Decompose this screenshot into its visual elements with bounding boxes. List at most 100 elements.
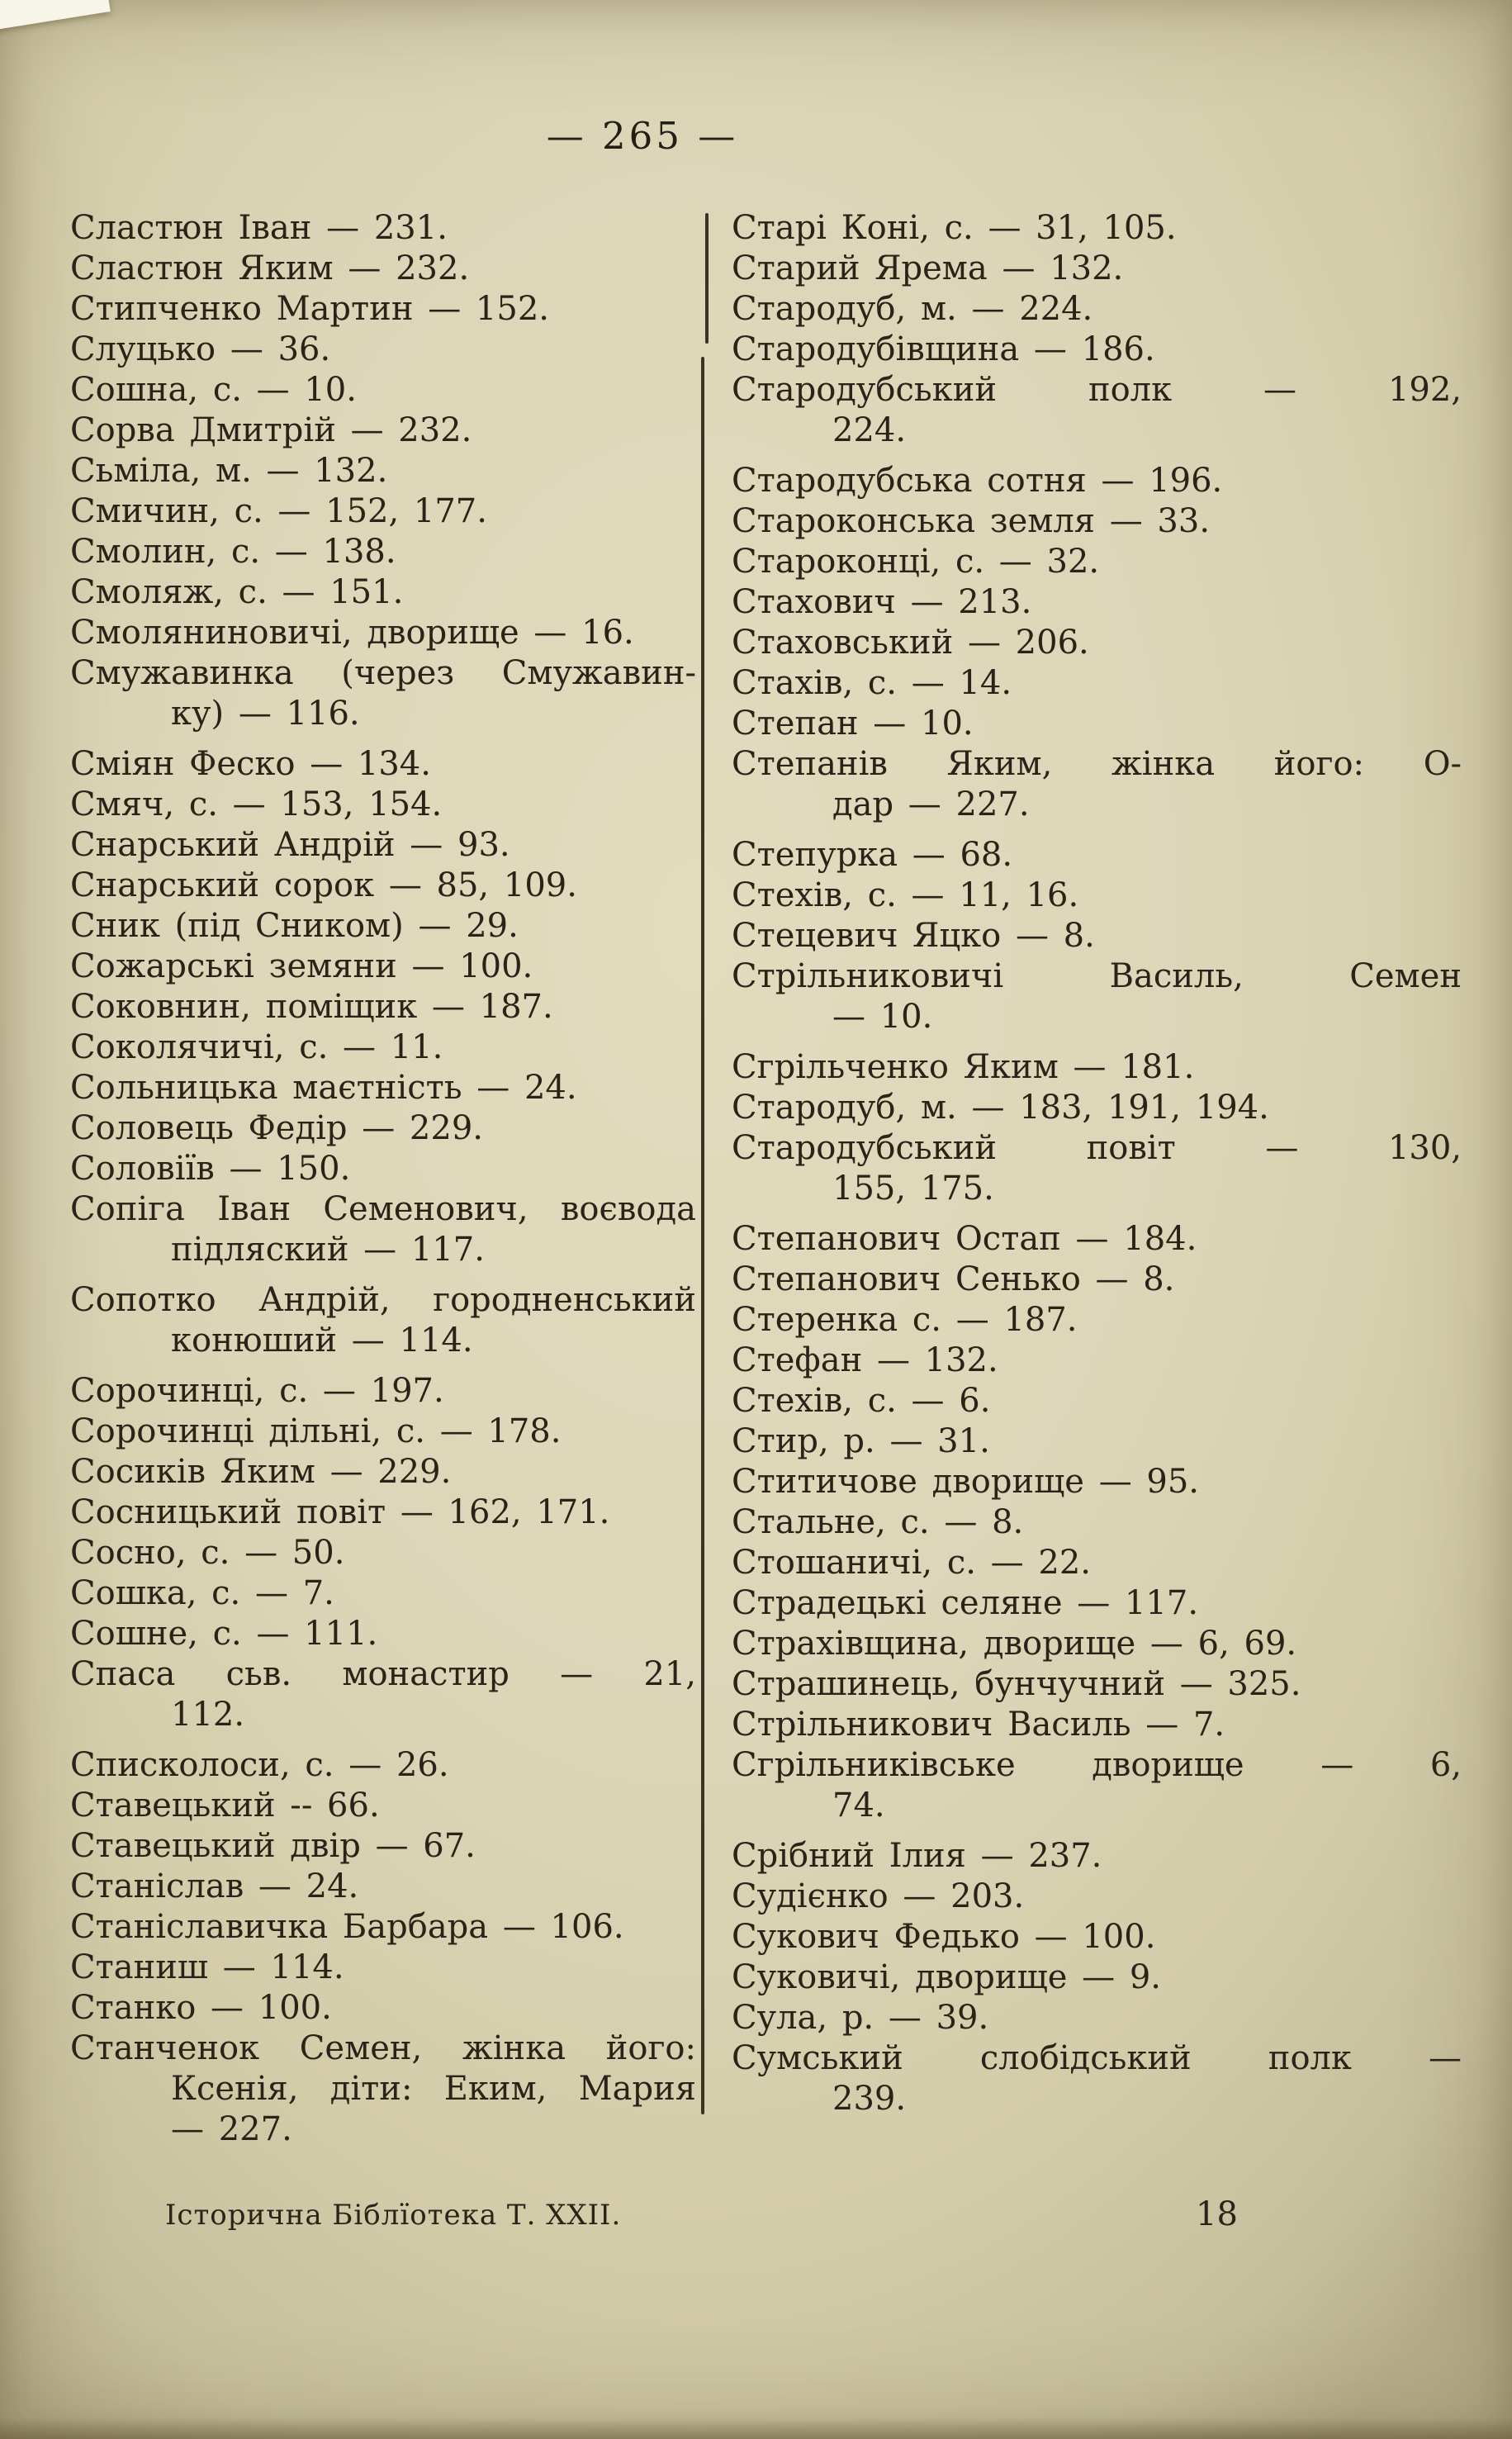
index-entry-line: Сосиків Яким — 229. xyxy=(70,1453,452,1491)
index-entry-line: Станиш — 114. xyxy=(70,1948,344,1986)
index-entry-line: Станко — 100. xyxy=(70,1989,332,2027)
index-entry: Сошне, с. — 111. xyxy=(70,1614,696,1654)
index-column-left: Сластюн Іван — 231. Сластюн Яким — 232. Ст… xyxy=(70,208,696,2160)
index-entry: Сожарські земяни — 100. xyxy=(70,947,696,987)
index-entry: Станіславичка Барбара — 106. xyxy=(70,1907,696,1948)
index-entry: Стаховський — 206. xyxy=(732,623,1462,663)
index-entry: Страхівщина, дворище — 6, 69. xyxy=(732,1624,1462,1664)
index-entry-line: Сорочинці, с. — 197. xyxy=(70,1372,444,1410)
index-entry: Стальне, с. — 8. xyxy=(732,1502,1462,1543)
index-entry: Стародубівщина — 186. xyxy=(732,330,1462,370)
index-entry-line: — 227. xyxy=(171,2110,292,2148)
index-entry: Сгрільниківське дворище — 6, 74. xyxy=(732,1745,1462,1826)
index-entry: Сосно, с. — 50. xyxy=(70,1533,696,1573)
index-entry: Соловіїв — 150. xyxy=(70,1149,696,1189)
index-entry: Сгрільченко Яким — 181. xyxy=(732,1047,1462,1088)
index-entry-line: Стахів, с. — 14. xyxy=(732,664,1012,702)
index-entry-line: Соковнин, поміщик — 187. xyxy=(70,988,553,1026)
index-entry-line: Стипченко Мартин — 152. xyxy=(70,290,549,328)
index-entry-line: Сошна, с. — 10. xyxy=(70,371,357,409)
index-entry: Стародубський повіт — 130, 155, 175. xyxy=(732,1128,1462,1209)
index-entry: Стахович — 213. xyxy=(732,582,1462,623)
index-entry-line: Стехів, с. — 11, 16. xyxy=(732,876,1079,914)
index-entry-line: Списколоси, с. — 26. xyxy=(70,1746,449,1784)
index-entry-line: Сгрільниківське дворище — 6, xyxy=(732,1746,1462,1784)
index-entry-line: Стародуб, м. — 183, 191, 194. xyxy=(732,1089,1269,1127)
index-entry: Староконська земля — 33. xyxy=(732,501,1462,542)
index-entry: Сопіга Іван Семенович, воєвода підляский … xyxy=(70,1189,696,1270)
index-entry: Сошна, с. — 10. xyxy=(70,370,696,410)
index-entry: Станко — 100. xyxy=(70,1988,696,2029)
index-entry-line: Стрільникович Василь — 7. xyxy=(732,1706,1225,1744)
index-entry-line: Смужавинка (через Смужавин- xyxy=(70,654,696,692)
index-entry-line: Стародубський повіт — 130, xyxy=(732,1129,1462,1167)
index-entry: Стошаничі, с. — 22. xyxy=(732,1543,1462,1583)
index-entry: Суковичі, дворище — 9. xyxy=(732,1957,1462,1998)
index-entry-line: Станіслав — 24. xyxy=(70,1867,359,1905)
index-entry: Степан — 10. xyxy=(732,704,1462,744)
index-entry-line: Степурка — 68. xyxy=(732,836,1013,874)
index-entry: Соковнин, поміщик — 187. xyxy=(70,987,696,1027)
index-entry: Судієнко — 203. xyxy=(732,1877,1462,1917)
index-entry: Сосницький повіт — 162, 171. xyxy=(70,1492,696,1533)
index-entry-line: Сукович Федько — 100. xyxy=(732,1918,1156,1956)
index-entry: Страшинець, бунчучний — 325. xyxy=(732,1664,1462,1705)
index-entry-line: 74. xyxy=(832,1787,885,1825)
index-entry-line: Стародубський полк — 192, xyxy=(732,371,1462,409)
index-entry-line: Станченок Семен, жінка його: xyxy=(70,2029,696,2067)
index-entry-line: Степанів Яким, жінка його: О- xyxy=(732,745,1462,783)
index-entry-line: Стрільниковичі Василь, Семен xyxy=(732,957,1462,995)
index-entry: Стрільниковичі Василь, Семен — 10. xyxy=(732,956,1462,1037)
index-entry-line: Стир, р. — 31. xyxy=(732,1422,990,1460)
index-entry: Степанів Яким, жінка його: О-дар — 227. xyxy=(732,744,1462,825)
index-entry: Степанович Остап — 184. xyxy=(732,1219,1462,1260)
index-entry: Снарський сорок — 85, 109. xyxy=(70,866,696,906)
index-entry-line: Сошне, с. — 111. xyxy=(70,1615,378,1653)
index-entry: Сорочинці дільні, с. — 178. xyxy=(70,1412,696,1452)
scan-edge-shadow xyxy=(0,2418,1512,2439)
index-entry: Старий Ярема — 132. xyxy=(732,249,1462,289)
index-entry: Стехів, с. — 11, 16. xyxy=(732,875,1462,916)
index-entry-line: 224. xyxy=(832,411,907,449)
index-entry-line: Сула, р. — 39. xyxy=(732,1999,989,2037)
index-entry-line: Стецевич Яцко — 8. xyxy=(732,917,1095,955)
index-entry-line: Снарський Андрій — 93. xyxy=(70,826,510,864)
index-entry: Степанович Сенько — 8. xyxy=(732,1260,1462,1300)
index-entry-line: Сосно, с. — 50. xyxy=(70,1534,345,1572)
index-entry: Стародуб, м. — 224. xyxy=(732,289,1462,330)
index-entry: Сластюн Яким — 232. xyxy=(70,249,696,289)
index-entry: Степурка — 68. xyxy=(732,835,1462,875)
index-entry: Слуцько — 36. xyxy=(70,330,696,370)
index-entry: Стипченко Мартин — 152. xyxy=(70,289,696,330)
index-entry: Станіслав — 24. xyxy=(70,1867,696,1907)
index-entry-line: — 10. xyxy=(832,998,933,1036)
index-entry: Стахів, с. — 14. xyxy=(732,663,1462,704)
index-entry: Списколоси, с. — 26. xyxy=(70,1745,696,1786)
index-entry-line: Ставецький двір — 67. xyxy=(70,1827,476,1865)
index-entry: Стародуб, м. — 183, 191, 194. xyxy=(732,1088,1462,1128)
index-entry-line: Смяч, с. — 153, 154. xyxy=(70,785,443,823)
index-entry: Сопотко Андрій, городненський конюший — 1… xyxy=(70,1280,696,1361)
index-entry: Стир, р. — 31. xyxy=(732,1421,1462,1462)
index-column-right: Старі Коні, с. — 31, 105. Старий Ярема — … xyxy=(732,208,1462,2129)
index-entry: Ставецький -- 66. xyxy=(70,1786,696,1826)
index-entry: Стародубська сотня — 196. xyxy=(732,461,1462,501)
index-entry-line: Степан — 10. xyxy=(732,705,974,743)
index-entry-line: Сошка, с. — 7. xyxy=(70,1574,334,1612)
index-entry-line: Стародуб, м. — 224. xyxy=(732,290,1093,328)
index-entry: Сольницька маєтність — 24. xyxy=(70,1068,696,1108)
index-entry-line: Станіславичка Барбара — 106. xyxy=(70,1908,624,1946)
index-entry-line: ку) — 116. xyxy=(171,695,360,733)
index-entry-line: Старий Ярема — 132. xyxy=(732,249,1124,287)
index-entry-line: Сосницький повіт — 162, 171. xyxy=(70,1493,610,1531)
index-entry-line: Соловець Федір — 229. xyxy=(70,1109,483,1147)
index-entry: Смоляж, с. — 151. xyxy=(70,572,696,613)
index-entry: Стехів, с. — 6. xyxy=(732,1381,1462,1421)
index-entry-line: Ститичове дворище — 95. xyxy=(732,1463,1200,1501)
index-entry-line: Стошаничі, с. — 22. xyxy=(732,1544,1091,1582)
index-entry-line: Староконська земля — 33. xyxy=(732,502,1211,540)
index-entry-line: Сопотко Андрій, городненський xyxy=(70,1281,696,1319)
index-entry: Стрільникович Василь — 7. xyxy=(732,1705,1462,1745)
index-entry-line: Суковичі, дворище — 9. xyxy=(732,1958,1162,1996)
